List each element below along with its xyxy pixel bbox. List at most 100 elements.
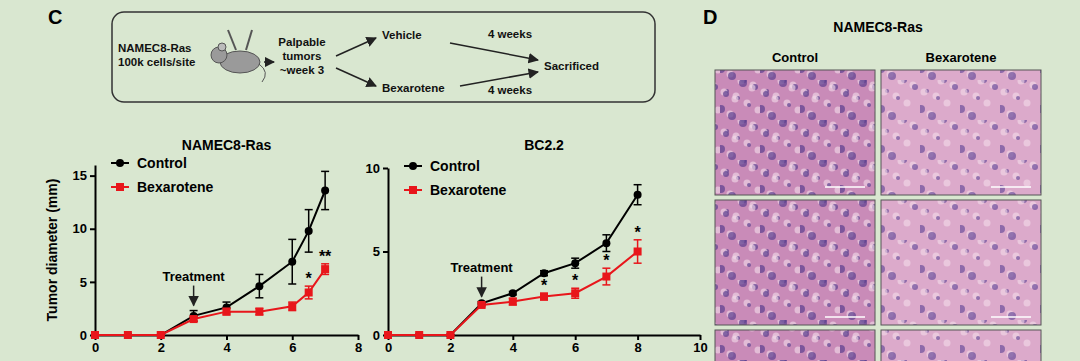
tick: 8	[634, 335, 641, 355]
mouse-part	[259, 64, 265, 82]
histology-image	[881, 330, 1041, 361]
tick: 4	[223, 335, 231, 355]
significance-label: *	[634, 224, 641, 241]
error-bar-part	[571, 257, 579, 259]
error-bar-part	[634, 184, 642, 186]
chart-title: NAMEC8-Ras	[182, 137, 272, 153]
error-bar-part	[255, 274, 263, 276]
data-point	[91, 331, 99, 339]
error-bar-part	[571, 267, 579, 269]
schematic-text: ~week 3	[280, 64, 324, 76]
tick: 10	[73, 221, 95, 236]
legend-marker	[116, 159, 124, 167]
tick-label: 8	[634, 340, 641, 355]
scale-bar	[825, 316, 865, 318]
tick-label: 10	[73, 221, 87, 236]
x-axis: 0246810	[385, 335, 708, 355]
legend-marker	[409, 162, 417, 170]
data-point	[157, 331, 165, 339]
error-bar	[571, 258, 579, 268]
mouse-part	[228, 30, 236, 50]
error-bar	[509, 298, 517, 305]
significance-label: *	[572, 272, 579, 289]
error-bar-part	[602, 234, 610, 236]
flow-arrow	[450, 43, 538, 60]
scale-bar	[825, 186, 865, 188]
error-bar	[634, 240, 642, 263]
tick-label: 4	[223, 340, 231, 355]
tick-label: 6	[572, 340, 579, 355]
data-point	[124, 331, 132, 339]
chart: BC2.202468100510ControlBexaroteneTreatme…	[366, 137, 708, 355]
series	[91, 264, 329, 339]
histology-image	[715, 70, 875, 195]
treatment-label: Treatment	[163, 269, 226, 284]
treatment-arrow	[481, 277, 483, 297]
error-bar	[571, 288, 579, 298]
histology-image	[715, 330, 875, 361]
legend: ControlBexarotene	[111, 155, 213, 195]
data-point	[446, 331, 454, 339]
data-point	[288, 302, 296, 310]
tick-mark	[90, 175, 95, 177]
tick-label: 0	[373, 328, 380, 343]
error-bar-part	[288, 239, 296, 241]
schematic-text: Vehicle	[382, 29, 422, 41]
y-axis: 051015	[73, 166, 96, 343]
error-bar-part	[634, 204, 642, 206]
data-point	[571, 259, 579, 267]
error-bar	[288, 239, 296, 284]
data-point	[321, 265, 329, 273]
data-point	[478, 301, 486, 309]
error-bar	[305, 286, 313, 299]
tick: 15	[73, 168, 95, 183]
schematic-box	[112, 12, 655, 102]
legend-marker	[409, 186, 417, 194]
data-point	[321, 187, 329, 195]
significance-label: *	[541, 277, 548, 294]
background	[0, 0, 1080, 361]
scale-bar	[991, 316, 1031, 318]
schematic-text: tumors	[283, 50, 322, 62]
column-header: Control	[772, 50, 818, 65]
error-bar	[634, 185, 642, 205]
error-bar	[255, 308, 263, 314]
data-point	[305, 227, 313, 235]
schematic-text: Bexarotene	[382, 82, 445, 94]
data-point	[190, 315, 198, 323]
tick: 10	[366, 161, 388, 176]
significance-label: *	[306, 270, 313, 287]
tick: 6	[572, 335, 579, 355]
legend-label: Control	[430, 158, 480, 174]
tick-mark	[383, 168, 388, 170]
data-point	[288, 258, 296, 266]
tick-label: 10	[693, 340, 707, 355]
tick-mark	[90, 281, 95, 283]
flow-arrow	[336, 38, 376, 56]
error-bar-part	[321, 171, 329, 173]
series-line	[95, 191, 325, 336]
error-bar	[305, 210, 313, 253]
data-point	[384, 331, 392, 339]
error-bar-part	[305, 251, 313, 253]
tick-label: 4	[510, 340, 518, 355]
schematic-text: NAMEC8-Ras	[118, 42, 192, 54]
scale-bar	[991, 186, 1031, 188]
tick-label: 0	[385, 340, 392, 355]
tick: 4	[510, 335, 518, 355]
y-axis: 0 5 10	[366, 161, 389, 343]
significance-label: *	[603, 252, 610, 269]
chart-title: BC2.2	[524, 137, 564, 153]
figure: CDNAMEC8-Ras100k cells/sitePalpabletumor…	[0, 0, 1080, 361]
series-line	[388, 252, 638, 336]
data-point	[305, 289, 313, 297]
legend-marker	[116, 183, 124, 191]
tick-label: 6	[289, 340, 296, 355]
data-point	[634, 248, 642, 256]
series	[384, 185, 642, 339]
tick: 5	[373, 244, 388, 259]
tick-label: 5	[80, 275, 87, 290]
plot-area	[384, 185, 642, 339]
schematic-text: 100k cells/site	[118, 56, 195, 68]
data-point	[540, 269, 548, 277]
